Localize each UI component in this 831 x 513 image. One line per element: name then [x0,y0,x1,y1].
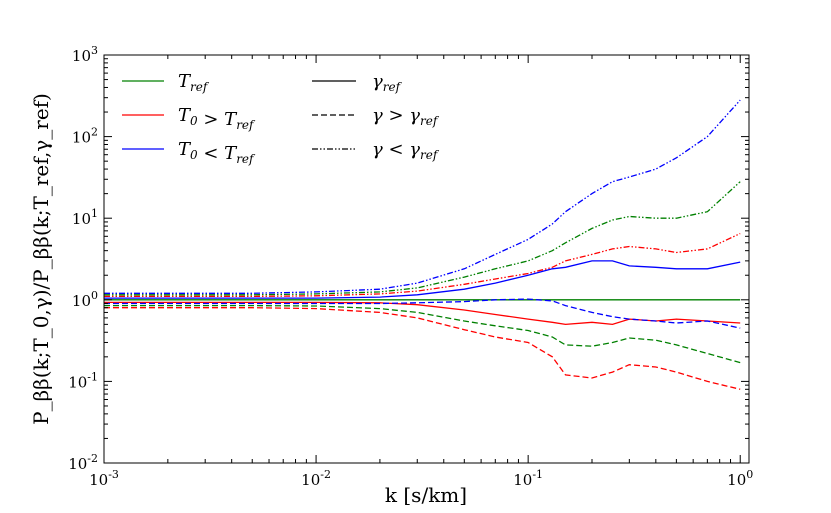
y-axis-label: P_ββ(k;T_0,γ)/P_ββ(k;T_ref,γ_ref) [29,93,53,425]
series-line-6 [104,181,741,296]
legend-temperature: Tref T0 > Tref T0 < Tref [122,71,256,166]
y-tick-label: 100 [72,289,98,310]
x-tick-label: 10-2 [301,468,331,489]
y-tick-label: 101 [72,207,98,228]
x-tick-label: 10-3 [89,468,119,489]
series-line-1 [104,301,741,326]
series-line-5 [104,298,741,329]
legend-label: γ < γref [372,139,440,162]
legend-gamma: γref γ > γref γ < γref [312,71,440,162]
series-line-7 [104,232,741,298]
x-tick-label: 100 [727,468,753,489]
series-line-2 [104,260,741,299]
series-layer [104,99,741,390]
legend: Tref T0 > Tref T0 < Tref γref γ > γref γ < γ… [122,71,440,166]
y-tick-label: 10-2 [68,452,98,473]
series-line-8 [104,99,741,294]
series-line-4 [104,307,741,390]
legend-label: γ > γref [372,105,440,128]
legend-label: Tref [178,71,210,94]
legend-label: γref [372,71,403,94]
y-tick-label: 10-1 [68,370,98,391]
series-line-3 [104,304,741,364]
plot-frame [103,54,750,464]
x-tick-label: 10-1 [513,468,543,489]
legend-label: T0 > Tref [178,105,256,132]
y-tick-label: 102 [72,126,98,147]
legend-label: T0 < Tref [178,139,256,166]
x-axis-label: k [s/km] [385,483,467,507]
y-tick-label: 103 [72,44,98,65]
